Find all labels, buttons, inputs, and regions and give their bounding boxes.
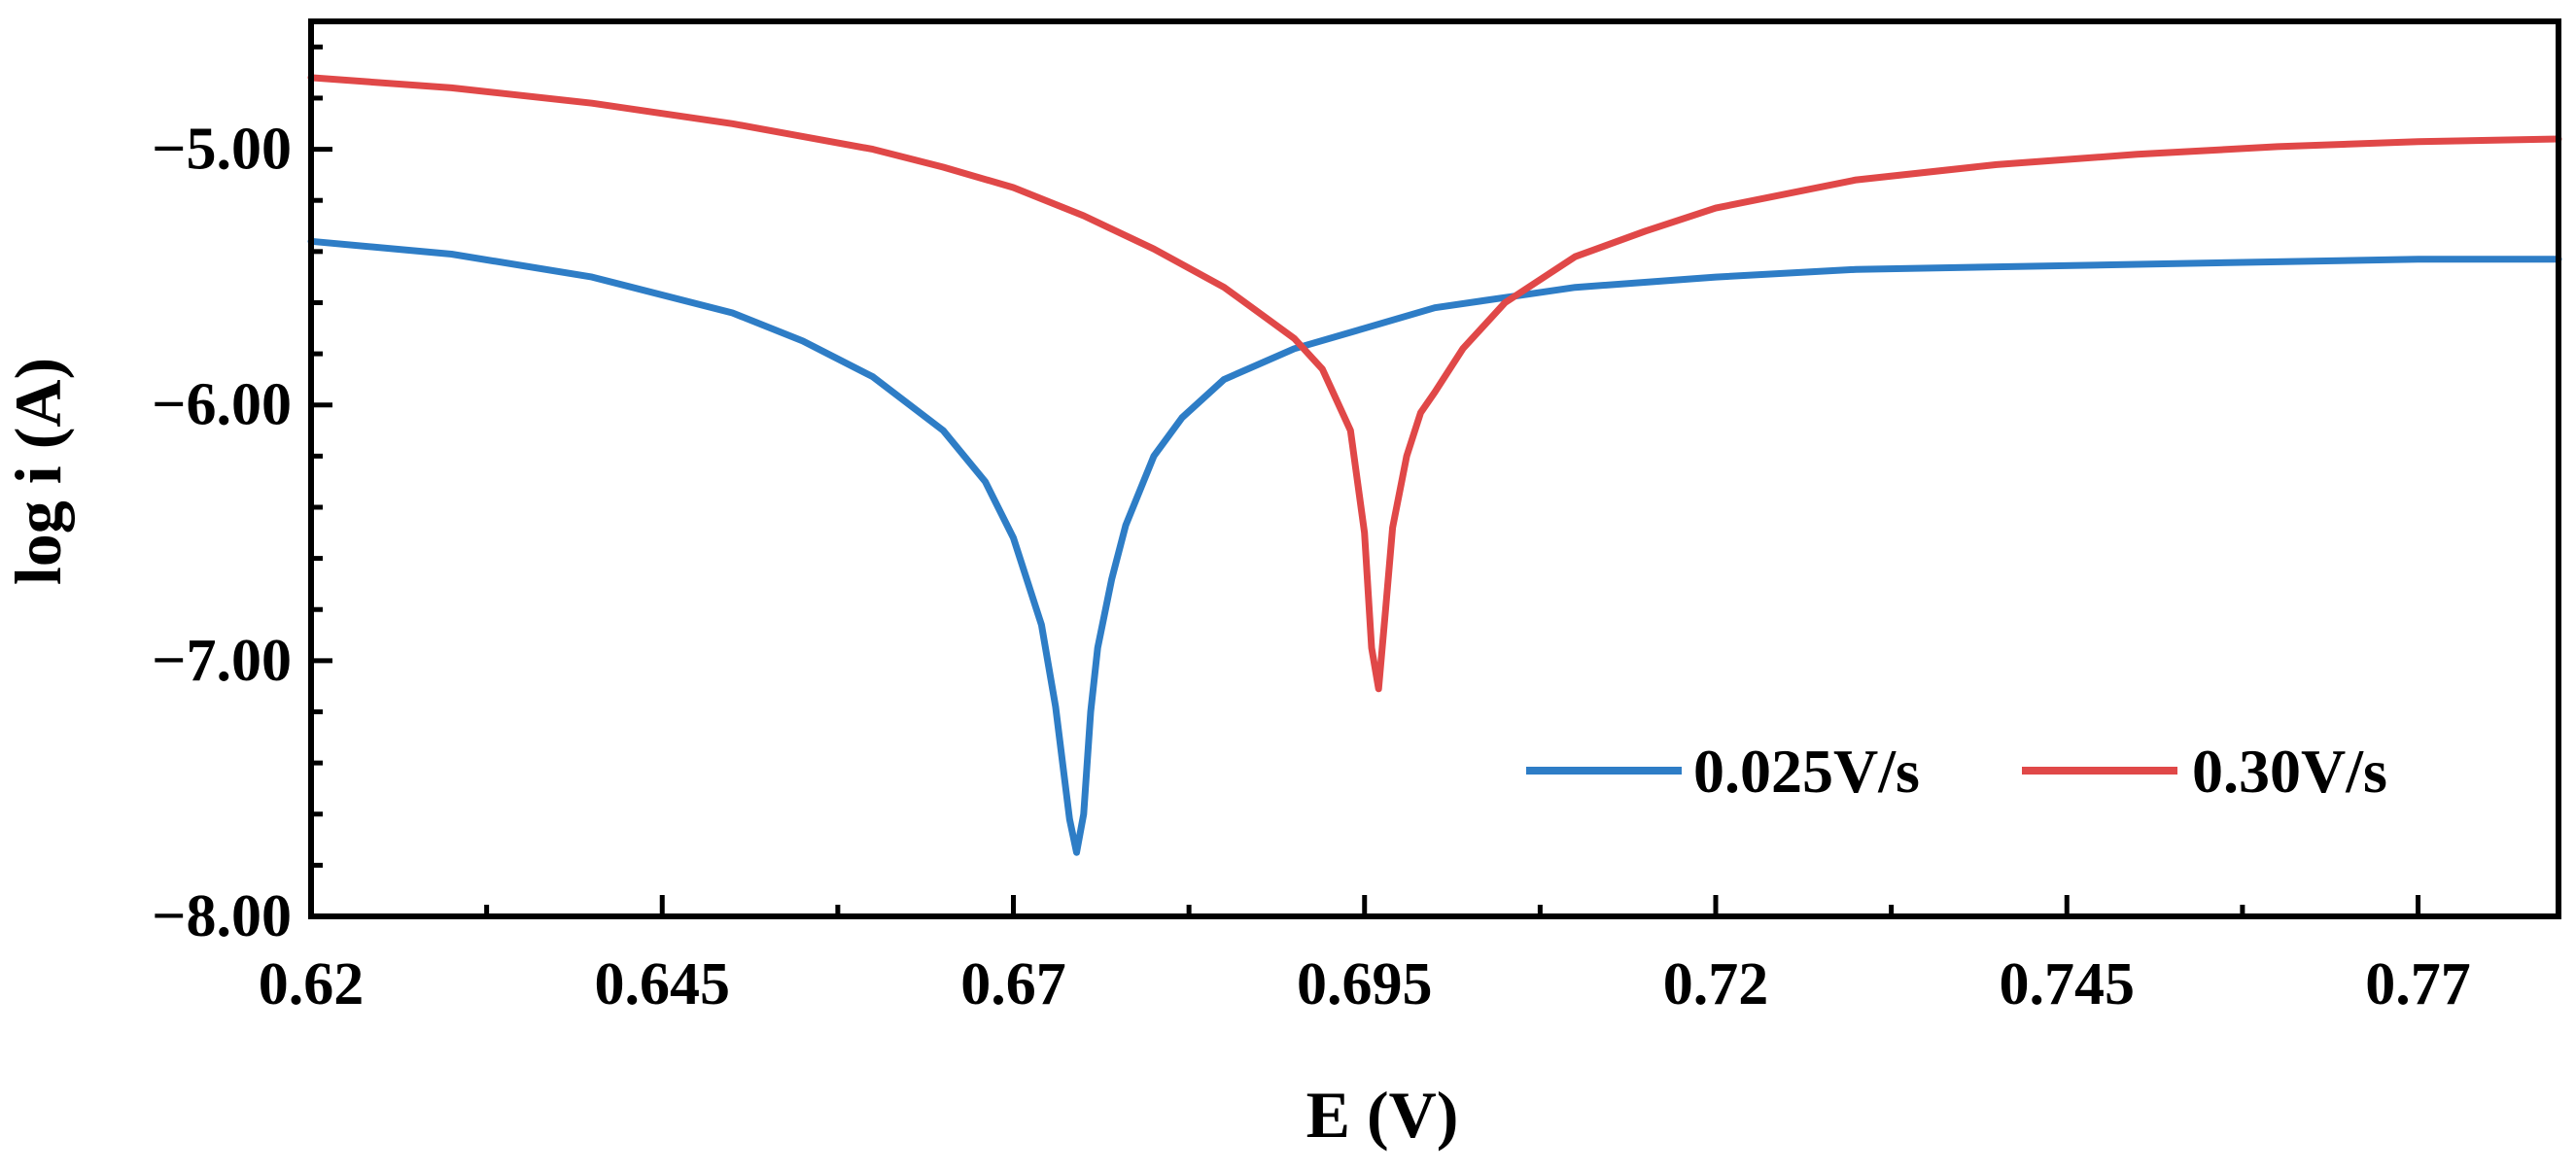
series-line-0025 bbox=[307, 237, 2562, 856]
y-tick-label: −5.00 bbox=[152, 117, 292, 183]
y-axis-title: log i (A) bbox=[1, 358, 75, 585]
x-axis-title: E (V) bbox=[1306, 1078, 1459, 1152]
y-tick-label: −7.00 bbox=[152, 628, 292, 694]
x-tick-label: 0.645 bbox=[595, 951, 731, 1017]
x-tick-label: 0.62 bbox=[259, 951, 365, 1017]
x-tick-label: 0.72 bbox=[1663, 951, 1769, 1017]
x-tick-label: 0.695 bbox=[1297, 951, 1433, 1017]
y-tick-label: −6.00 bbox=[152, 372, 292, 438]
x-tick-label: 0.67 bbox=[960, 951, 1066, 1017]
legend: 0.025V/s 0.30V/s bbox=[1526, 737, 2387, 806]
x-tick-label: 0.745 bbox=[2000, 951, 2136, 1017]
series-line-030 bbox=[307, 74, 2562, 693]
labels-layer: 0.62 0.645 0.67 0.695 0.72 0.745 0.77 −8.00 −7.0… bbox=[152, 117, 2471, 1017]
plot-frame bbox=[308, 18, 2561, 919]
x-tick-label: 0.77 bbox=[2365, 951, 2471, 1017]
legend-label-030: 0.30V/s bbox=[2192, 737, 2387, 806]
legend-label-0025: 0.025V/s bbox=[1693, 737, 1920, 806]
series-layer bbox=[307, 74, 2562, 856]
y-tick-label: −8.00 bbox=[152, 883, 292, 949]
ticks-layer bbox=[308, 44, 2420, 919]
